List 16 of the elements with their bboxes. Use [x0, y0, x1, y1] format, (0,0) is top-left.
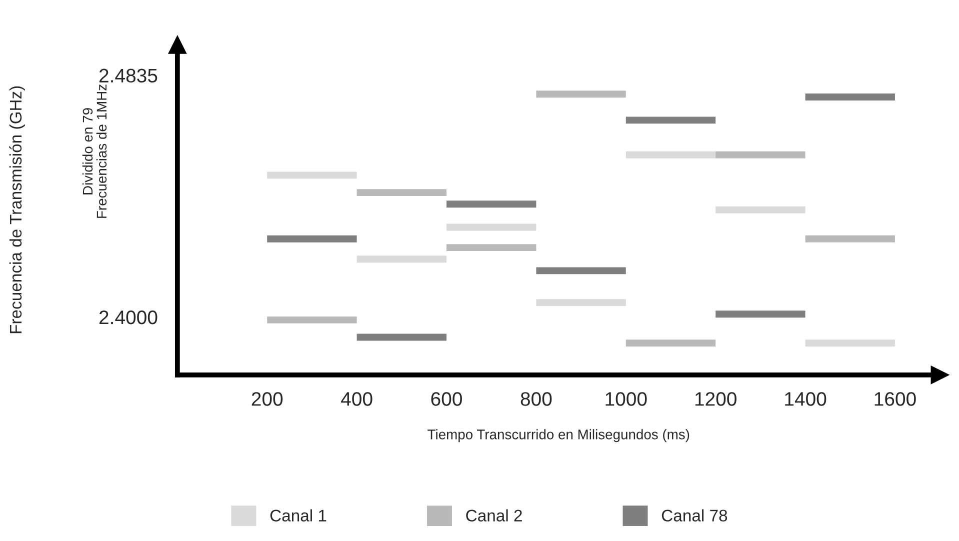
x-tick-label: 1400: [785, 392, 826, 406]
y-tick-label: 2.4835: [99, 68, 158, 83]
x-tick-label: 600: [431, 392, 462, 406]
legend-label: Canal 78: [662, 509, 728, 522]
x-tick-label: 400: [341, 392, 372, 406]
y-axis-title: Frecuencia de Transmisión (GHz): [9, 86, 25, 334]
x-axis-title: Tiempo Transcurrido en Milisegundos (ms): [428, 429, 690, 442]
text: Dividido en 79 Frecuencias de 1MHz: [82, 84, 107, 218]
x-tick-label: 1200: [695, 392, 736, 406]
x-tick-label: 800: [520, 392, 552, 406]
legend-label: Canal 1: [270, 509, 326, 522]
x-tick-label: 1000: [606, 392, 647, 406]
x-tick-label: 1600: [874, 392, 916, 406]
legend-label: Canal 2: [466, 509, 522, 522]
y-tick-label: 2.4000: [99, 310, 158, 324]
x-tick-label: 200: [252, 392, 283, 406]
